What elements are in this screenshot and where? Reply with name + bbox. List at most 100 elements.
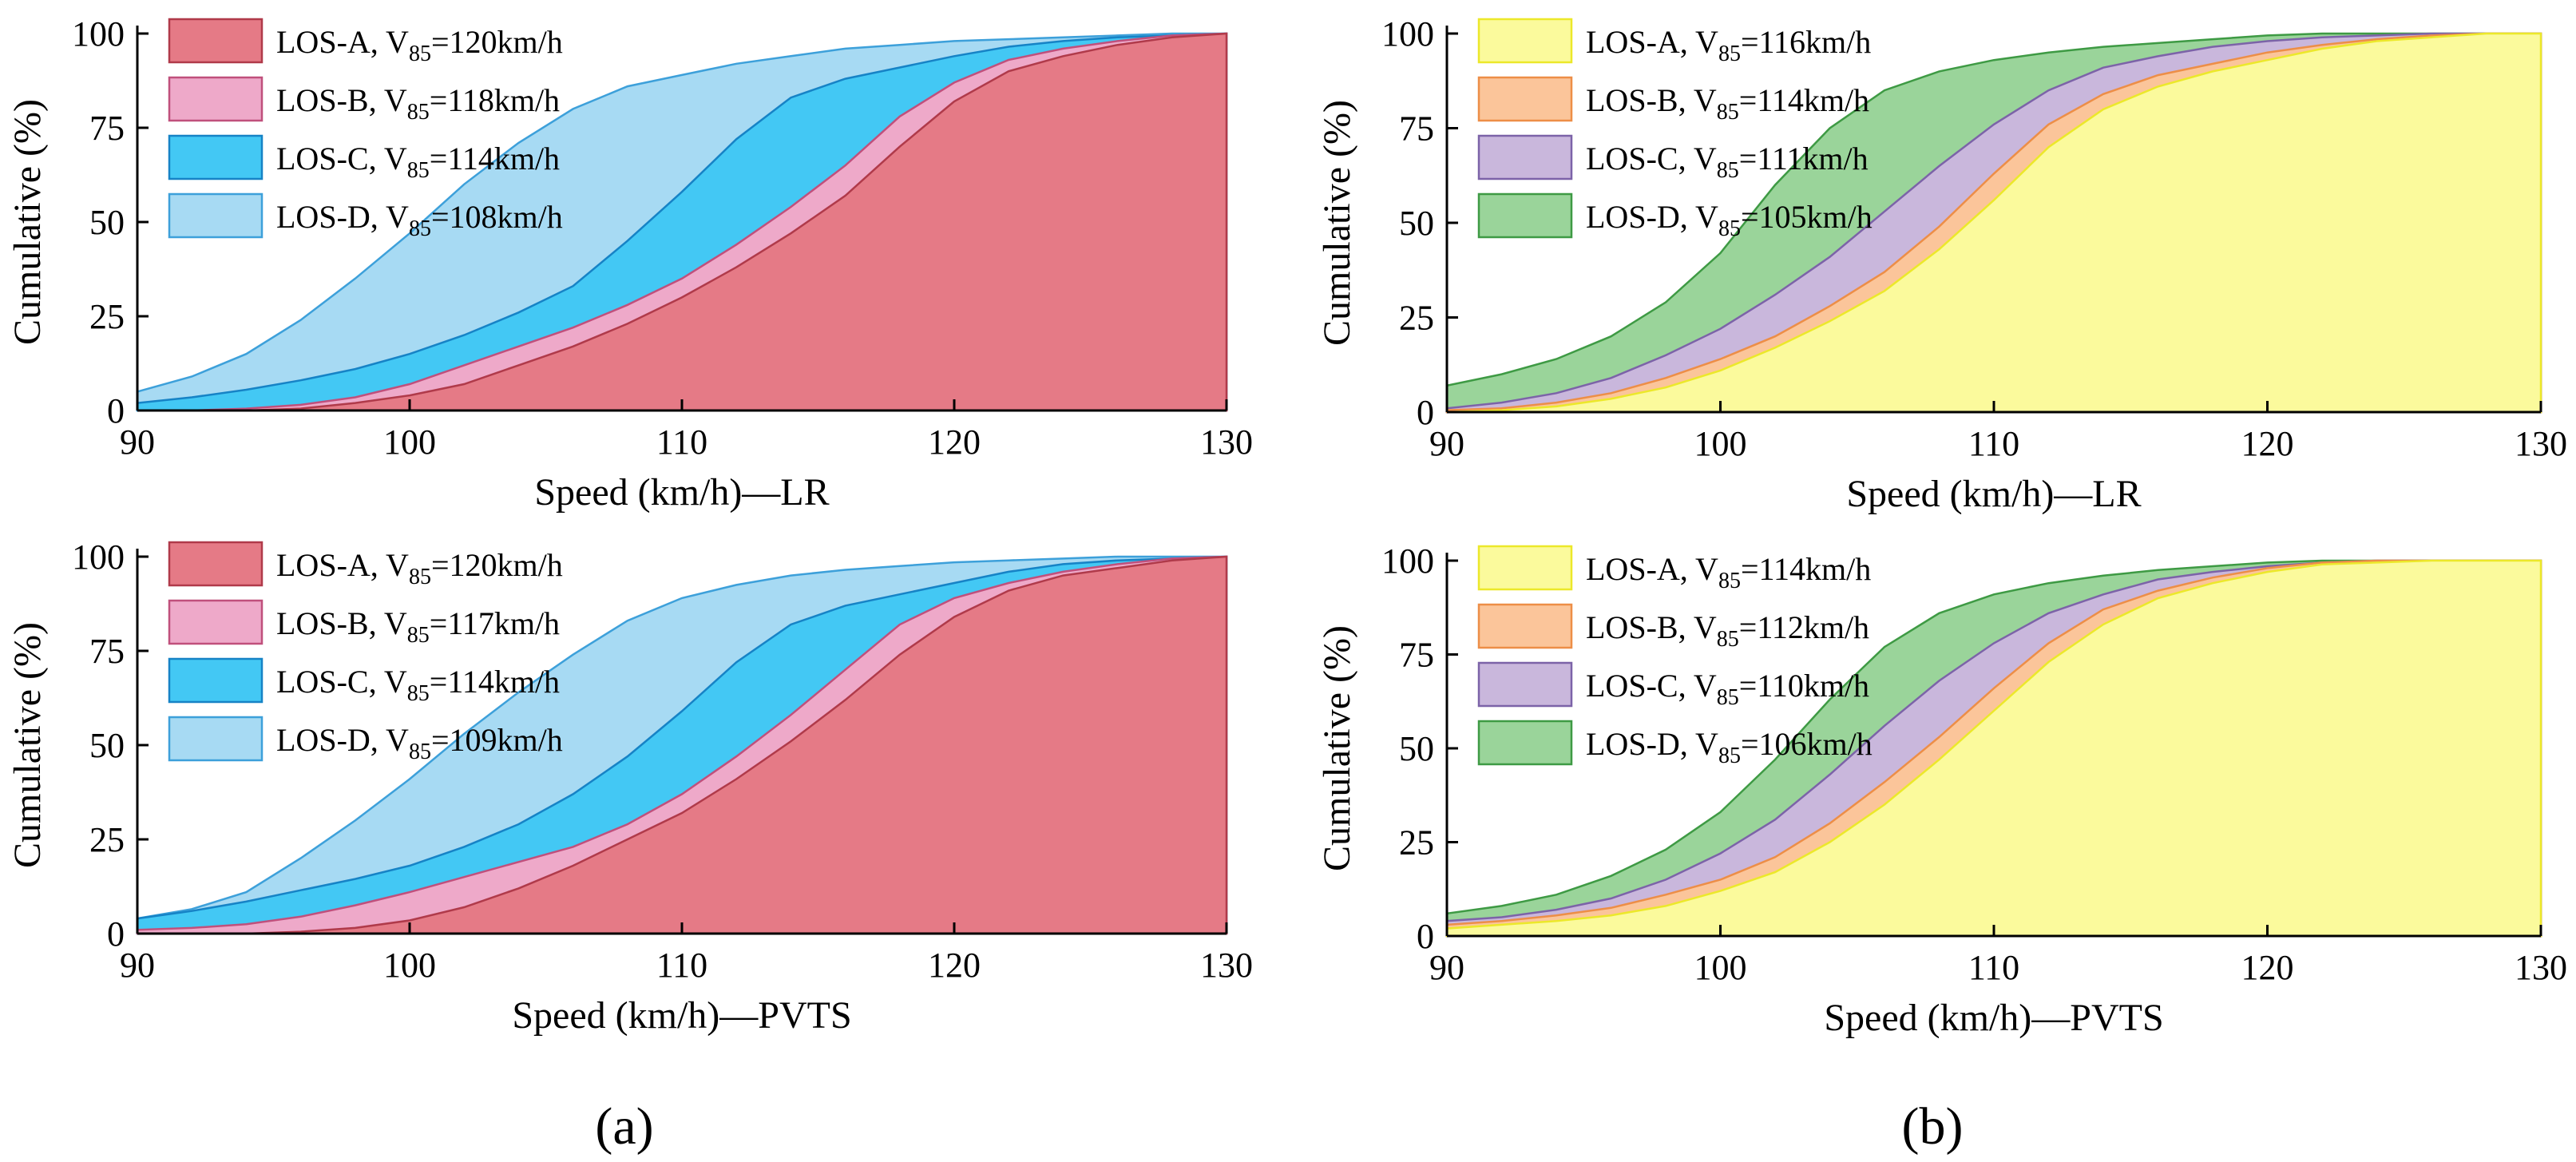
y-tick-label: 0 xyxy=(107,391,125,430)
y-axis-label: Cumulative (%) xyxy=(6,99,49,345)
x-tick-label: 120 xyxy=(928,422,981,462)
legend-equals: = xyxy=(1741,24,1759,60)
legend-entry-los-d: LOS-D, V85=105km/h xyxy=(1586,199,1873,241)
x-tick-label: 110 xyxy=(1968,424,2019,463)
legend-entry-los-a: LOS-A, V85=120km/h xyxy=(276,547,563,589)
legend-entry-los-b: LOS-B, V85=114km/h xyxy=(1586,82,1869,125)
legend-equals: = xyxy=(1741,726,1759,762)
legend-swatch-los-c xyxy=(168,657,264,704)
legend-v85-value: 118km/h xyxy=(447,82,560,118)
legend-separator: , V xyxy=(369,141,407,176)
legend-equals: = xyxy=(1741,199,1759,235)
legend-separator: , V xyxy=(1678,141,1717,176)
legend-equals: = xyxy=(1739,609,1758,645)
legend-entry-los-d: LOS-D, V85=106km/h xyxy=(1586,726,1873,768)
legend-los-name: LOS-A xyxy=(276,547,371,583)
legend-v85-value: 114km/h xyxy=(1757,82,1869,118)
legend-v85-value: 111km/h xyxy=(1757,141,1868,176)
legend-swatch-los-a xyxy=(168,541,264,587)
legend-separator: , V xyxy=(371,199,409,235)
legend-swatch-los-c xyxy=(1477,661,1573,708)
chart-b-bottom-pvts: 90 100 110 120 130 0 25 50 75 100 Speed (km/h)—PVT… xyxy=(1316,541,2567,1039)
legend-entry-los-c: LOS-C, V85=111km/h xyxy=(1586,141,1869,183)
y-axis-label: Cumulative (%) xyxy=(1316,100,1358,346)
legend-equals: = xyxy=(1739,141,1758,176)
legend-equals: = xyxy=(431,24,450,60)
x-axis-label: Speed (km/h)—PVTS xyxy=(512,994,851,1037)
legend-los-name: LOS-A xyxy=(1586,551,1680,587)
panel-label-b: (b) xyxy=(1902,1097,1964,1156)
legend-entry-los-a: LOS-A, V85=120km/h xyxy=(276,24,563,66)
chart-b-top-lr: 90 100 110 120 130 0 25 50 75 100 Speed (km/h)—LR C… xyxy=(1316,14,2567,515)
legend-equals: = xyxy=(430,82,448,118)
x-tick-label: 120 xyxy=(2241,948,2294,987)
legend-v85-value: 114km/h xyxy=(1759,551,1872,587)
legend-equals: = xyxy=(431,199,450,235)
x-tick-label: 90 xyxy=(1429,424,1464,463)
legend-separator: , V xyxy=(371,24,409,60)
x-axis-label: Speed (km/h)—LR xyxy=(534,471,829,514)
legend-subscript: 85 xyxy=(1717,100,1739,125)
y-axis-label: Cumulative (%) xyxy=(1316,625,1358,871)
legend-separator: , V xyxy=(1678,668,1717,704)
legend-v85-value: 114km/h xyxy=(447,141,560,176)
legend-los-name: LOS-A xyxy=(1586,24,1680,60)
y-tick-label: 75 xyxy=(1399,109,1434,149)
x-tick-label: 110 xyxy=(656,946,707,985)
legend-los-name: LOS-C xyxy=(1586,141,1678,176)
x-tick-label: 120 xyxy=(928,946,981,985)
legend-los-name: LOS-C xyxy=(276,664,369,700)
legend-los-name: LOS-D xyxy=(276,722,371,758)
x-tick-label: 120 xyxy=(2241,424,2294,463)
legend-separator: , V xyxy=(1680,551,1718,587)
legend-los-name: LOS-C xyxy=(276,141,369,176)
legend-los-name: LOS-D xyxy=(1586,199,1680,235)
y-tick-label: 100 xyxy=(1381,541,1434,581)
legend-separator: , V xyxy=(1680,199,1718,235)
chart-a-bottom-pvts: 90 100 110 120 130 0 25 50 75 100 Speed (km/h)—PVT… xyxy=(6,537,1253,1037)
legend-swatch-los-a xyxy=(1477,545,1573,591)
legend-swatch-los-b xyxy=(168,599,264,645)
y-tick-label: 100 xyxy=(72,537,125,577)
y-tick-label: 75 xyxy=(1399,636,1434,675)
legend-equals: = xyxy=(430,664,448,700)
legend-los-name: LOS-B xyxy=(276,82,369,118)
legend-separator: , V xyxy=(1678,82,1717,118)
x-tick-label: 90 xyxy=(120,422,155,462)
legend-subscript: 85 xyxy=(409,42,431,66)
y-tick-label: 0 xyxy=(1417,917,1434,956)
panel-label-a: (a) xyxy=(595,1097,653,1156)
area-los-a xyxy=(137,555,1228,935)
legend-entry-los-c: LOS-C, V85=110km/h xyxy=(1586,668,1869,710)
legend-subscript: 85 xyxy=(409,216,431,241)
area-los-a xyxy=(1445,559,2542,938)
x-tick-label: 90 xyxy=(120,946,155,985)
x-tick-label: 100 xyxy=(383,422,436,462)
x-tick-label: 100 xyxy=(1694,948,1747,987)
chart-a-top-lr: 90 100 110 120 130 0 25 50 75 100 Speed (km/h)—LR C… xyxy=(6,14,1253,514)
x-tick-label: 110 xyxy=(656,422,707,462)
legend-separator: , V xyxy=(1678,609,1717,645)
legend-swatch-los-b xyxy=(1477,76,1573,122)
legend-los-name: LOS-B xyxy=(1586,609,1678,645)
legend-entry-los-d: LOS-D, V85=108km/h xyxy=(276,199,563,241)
legend-subscript: 85 xyxy=(409,565,431,589)
legend-entry-los-b: LOS-B, V85=112km/h xyxy=(1586,609,1869,652)
y-tick-label: 50 xyxy=(1399,204,1434,243)
legend-los-name: LOS-B xyxy=(276,605,369,641)
x-axis-label: Speed (km/h)—LR xyxy=(1846,473,2141,515)
legend-subscript: 85 xyxy=(1718,744,1741,768)
legend-separator: , V xyxy=(1680,24,1718,60)
legend-swatch-los-a xyxy=(1477,18,1573,64)
legend-v85-value: 110km/h xyxy=(1757,668,1869,704)
legend-los-name: LOS-C xyxy=(1586,668,1678,704)
y-axis-label: Cumulative (%) xyxy=(6,622,49,868)
x-axis-label: Speed (km/h)—PVTS xyxy=(1824,997,2163,1039)
area-los-a xyxy=(137,32,1228,412)
x-tick-label: 100 xyxy=(1694,424,1747,463)
x-tick-label: 130 xyxy=(1200,946,1253,985)
legend-swatch-los-c xyxy=(168,134,264,180)
